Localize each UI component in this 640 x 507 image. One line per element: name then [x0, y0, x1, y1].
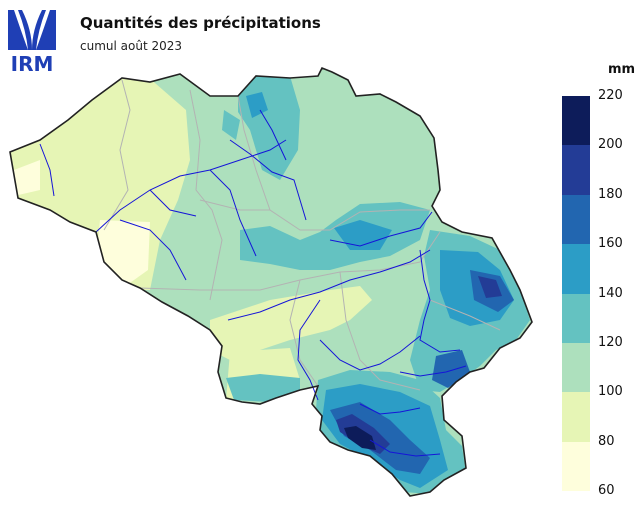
legend-swatch [562, 194, 590, 245]
legend-tick-label: 160 [598, 236, 623, 252]
legend-swatch [562, 293, 590, 343]
precipitation-map [9, 67, 533, 497]
legend-tick-label: 220 [598, 88, 623, 103]
map-subtitle: cumul août 2023 [80, 39, 183, 53]
legend-unit: mm [608, 62, 636, 77]
legend-tick-label: 120 [598, 335, 623, 350]
legend-swatch [562, 392, 590, 442]
province-borders [103, 79, 501, 391]
map-title: Quantités des précipitations [80, 14, 321, 32]
legend-swatch [562, 145, 590, 195]
legend-tick-label: 100 [598, 384, 623, 400]
legend-swatch [562, 343, 590, 393]
legend-swatch [562, 96, 590, 146]
legend-swatch [562, 441, 590, 492]
legend-tick-label: 60 [598, 483, 615, 499]
logo-text: IRM [10, 52, 54, 76]
irm-logo: IRM [6, 6, 58, 76]
legend-tick-label: 180 [598, 186, 623, 202]
legend-tick-label: 140 [598, 285, 623, 301]
legend-tick-label: 200 [598, 137, 623, 153]
precipitation-field [10, 68, 532, 496]
rivers [39, 109, 467, 457]
legend-tick-label: 80 [598, 433, 615, 449]
legend: 220 200 180 160 140 120 100 80 60 [562, 88, 632, 499]
legend-swatch [562, 244, 590, 294]
irm-logo-mark [8, 10, 56, 50]
